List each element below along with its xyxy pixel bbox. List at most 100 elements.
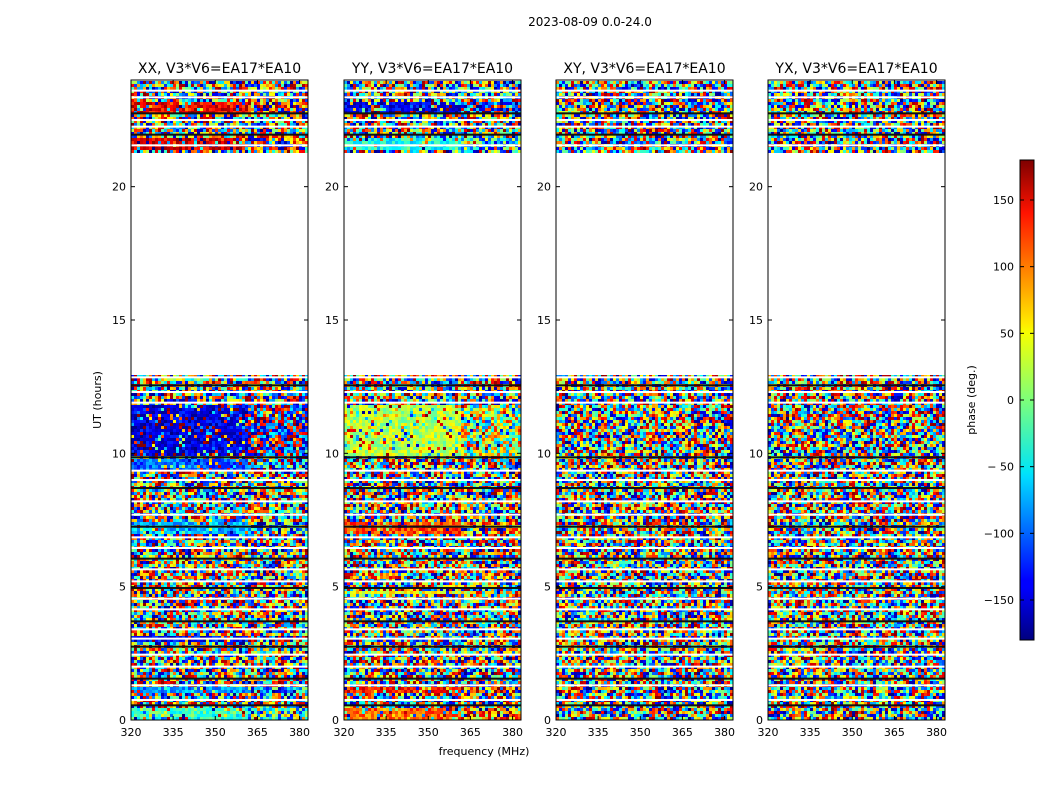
y-tick-label: 5 (332, 581, 339, 594)
x-tick-label: 350 (418, 726, 439, 739)
phase-raster (556, 81, 733, 720)
y-tick-label: 15 (749, 314, 763, 327)
flag-stripe (131, 699, 308, 701)
flag-stripe (344, 500, 521, 503)
flag-stripe (131, 479, 308, 481)
flag-stripe (131, 684, 308, 687)
flag-stripe (344, 637, 521, 640)
flag-stripe (768, 677, 945, 680)
flag-stripe (131, 597, 308, 600)
flag-stripe (131, 568, 308, 571)
flag-stripe (131, 665, 308, 668)
flag-stripe (556, 513, 733, 516)
flag-stripe (556, 469, 733, 472)
x-tick-label: 380 (502, 726, 523, 739)
flag-stripe (344, 384, 521, 387)
flag-stripe (556, 89, 733, 92)
x-tick-label: 380 (289, 726, 310, 739)
flag-stripe (556, 487, 733, 489)
flag-stripe (768, 684, 945, 687)
x-tick-label: 350 (842, 726, 863, 739)
flag-stripe (768, 620, 945, 623)
flag-stripe (556, 620, 733, 623)
flag-stripe (768, 144, 945, 147)
flag-stripe (768, 557, 945, 560)
y-tick-label: 5 (544, 581, 551, 594)
flag-stripe (344, 653, 521, 656)
flag-stripe (344, 89, 521, 92)
flag-stripe (768, 645, 945, 648)
flag-stripe (768, 401, 945, 404)
x-tick-label: 350 (205, 726, 226, 739)
flag-stripe (344, 469, 521, 472)
y-tick-label: 20 (112, 181, 126, 194)
flag-stripe (131, 704, 308, 707)
flag-stripe (768, 568, 945, 571)
colorbar-tick-label: 50 (1000, 327, 1014, 340)
flag-stripe (556, 119, 733, 121)
x-tick-label: 365 (884, 726, 905, 739)
flag-stripe (556, 684, 733, 687)
flag-stripe (131, 469, 308, 472)
panel-title: YX, V3*V6=EA17*EA10 (774, 61, 937, 77)
flag-stripe (131, 391, 308, 393)
panel-title: XY, V3*V6=EA17*EA10 (563, 61, 725, 77)
flag-stripe (556, 645, 733, 648)
flag-stripe (556, 391, 733, 393)
flag-stripe (768, 525, 945, 528)
flag-stripe (768, 456, 945, 459)
flag-stripe (131, 525, 308, 528)
flag-stripe (768, 89, 945, 92)
y-axis-label: UT (hours) (91, 371, 104, 429)
flag-stripe (131, 677, 308, 680)
x-tick-label: 365 (247, 726, 268, 739)
colorbar-tick-label: − 50 (987, 461, 1014, 474)
flag-stripe (768, 580, 945, 583)
flag-stripe (344, 125, 521, 128)
flag-stripe (556, 580, 733, 583)
flag-stripe (768, 376, 945, 379)
flag-stripe (344, 119, 521, 121)
flag-stripe (344, 587, 521, 589)
flag-stripe (131, 456, 308, 459)
flag-stripe (556, 525, 733, 528)
flag-stripe (344, 608, 521, 611)
flag-stripe (768, 96, 945, 99)
flag-stripe (768, 133, 945, 136)
flag-stripe (131, 376, 308, 379)
flag-stripe (768, 608, 945, 611)
flag-stripe (556, 125, 733, 128)
y-tick-label: 10 (325, 447, 339, 460)
flag-stripe (556, 557, 733, 560)
flag-stripe (131, 513, 308, 516)
flag-stripe (768, 653, 945, 656)
flag-stripe (556, 456, 733, 459)
flag-stripe (344, 144, 521, 147)
flag-stripe (344, 487, 521, 489)
flag-stripe (556, 401, 733, 404)
flag-stripe (131, 557, 308, 560)
y-tick-label: 0 (119, 714, 126, 727)
x-tick-label: 335 (376, 726, 397, 739)
flag-stripe (131, 119, 308, 121)
flag-stripe (768, 125, 945, 128)
flag-stripe (344, 133, 521, 136)
x-tick-label: 365 (672, 726, 693, 739)
colorbar-tick-label: −150 (984, 594, 1014, 607)
flag-stripe (344, 391, 521, 393)
x-tick-label: 365 (460, 726, 481, 739)
flag-stripe (768, 479, 945, 481)
flag-stripe (344, 568, 521, 571)
flag-stripe (768, 119, 945, 121)
flag-stripe (131, 580, 308, 583)
flag-stripe (131, 653, 308, 656)
flag-stripe (556, 568, 733, 571)
phase-panel-1: XX, V3*V6=EA17*EA10 320 335 350 365 380 0 5 10 15… (112, 61, 310, 739)
flag-stripe (131, 96, 308, 99)
flag-stripe (131, 637, 308, 640)
flag-stripe (768, 547, 945, 549)
flag-stripe (344, 96, 521, 99)
flag-stripe (344, 112, 521, 115)
flag-stripe (344, 376, 521, 379)
flag-stripe (131, 112, 308, 115)
